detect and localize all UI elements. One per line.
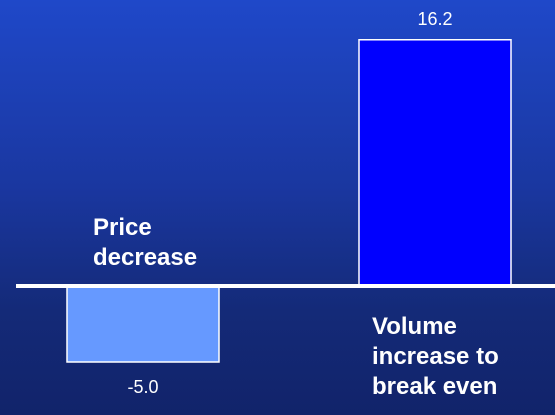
category-label-price-decrease: Price decrease <box>93 214 198 271</box>
bar-price-decrease <box>66 285 220 363</box>
bars-group <box>66 39 512 363</box>
value-labels-group: -5.0 16.2 <box>127 9 452 397</box>
value-label-price-decrease: -5.0 <box>127 377 158 397</box>
bar-volume-increase <box>358 39 512 287</box>
category-label-volume-increase: Volume increase to break even <box>372 313 499 400</box>
value-label-volume-increase: 16.2 <box>417 9 452 29</box>
